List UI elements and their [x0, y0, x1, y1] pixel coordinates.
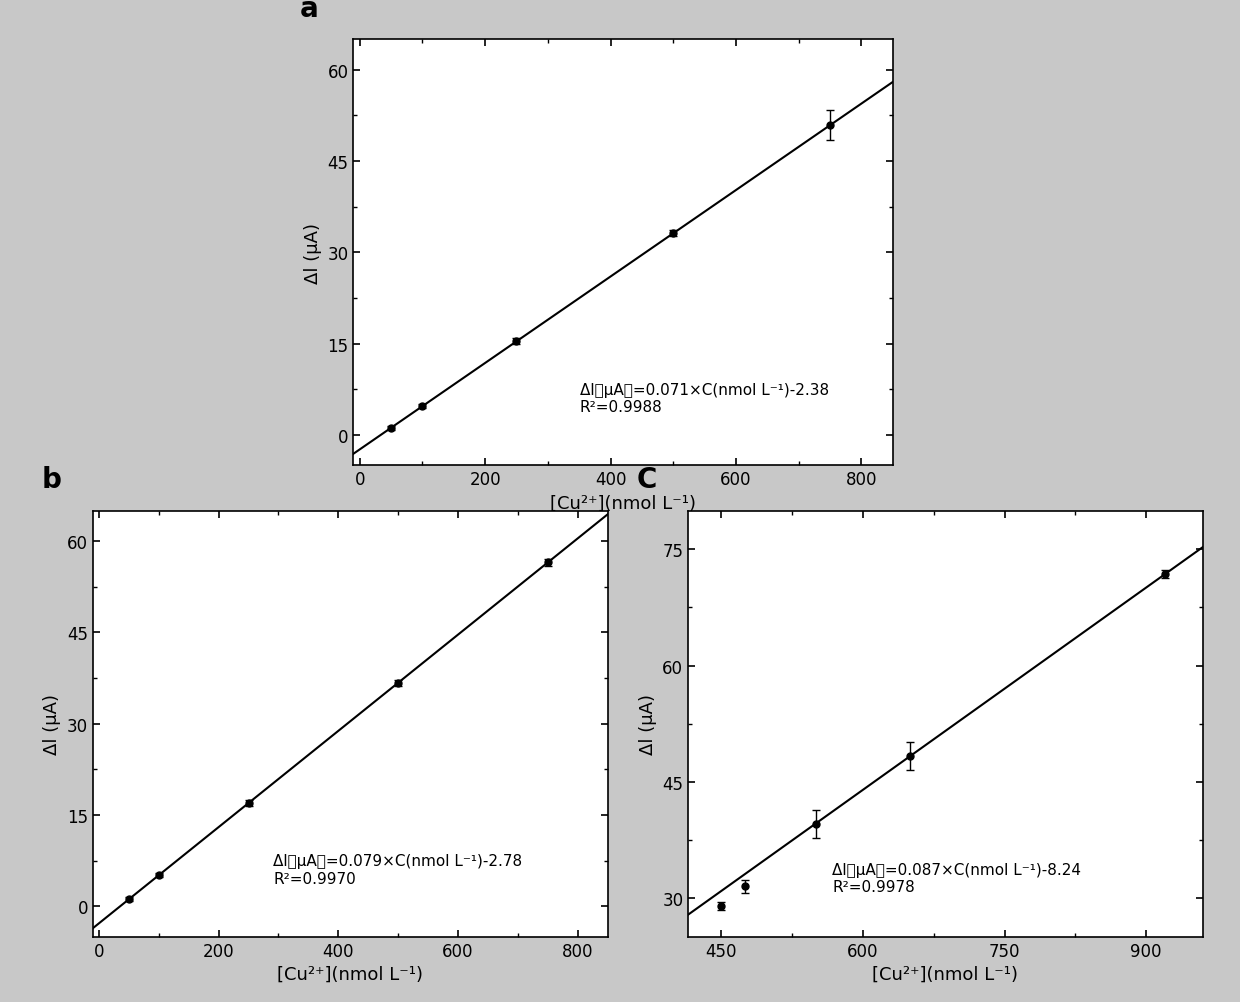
Y-axis label: Δl (μA): Δl (μA) [43, 693, 62, 755]
Text: Δl（μA）=0.079×C(nmol L⁻¹)-2.78
R²=0.9970: Δl（μA）=0.079×C(nmol L⁻¹)-2.78 R²=0.9970 [273, 854, 522, 886]
Text: b: b [41, 466, 62, 494]
X-axis label: [Cu²⁺](nmol L⁻¹): [Cu²⁺](nmol L⁻¹) [278, 965, 423, 983]
Text: a: a [300, 0, 319, 23]
X-axis label: [Cu²⁺](nmol L⁻¹): [Cu²⁺](nmol L⁻¹) [551, 494, 696, 512]
Text: Δl（μA）=0.071×C(nmol L⁻¹)-2.38
R²=0.9988: Δl（μA）=0.071×C(nmol L⁻¹)-2.38 R²=0.9988 [580, 383, 830, 415]
X-axis label: [Cu²⁺](nmol L⁻¹): [Cu²⁺](nmol L⁻¹) [873, 965, 1018, 983]
Text: C: C [637, 466, 657, 494]
Y-axis label: Δl (μA): Δl (μA) [639, 693, 657, 755]
Y-axis label: Δl (μA): Δl (μA) [304, 222, 322, 284]
Text: Δl（μA）=0.087×C(nmol L⁻¹)-8.24
R²=0.9978: Δl（μA）=0.087×C(nmol L⁻¹)-8.24 R²=0.9978 [832, 862, 1081, 895]
